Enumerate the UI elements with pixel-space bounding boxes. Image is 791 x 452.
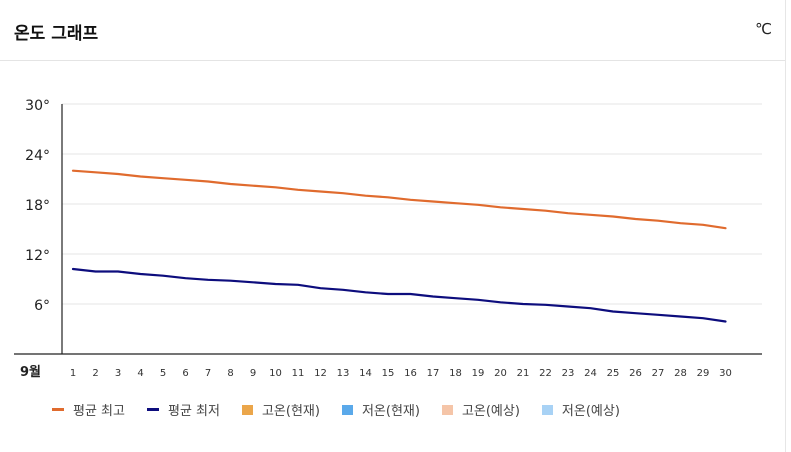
x-tick-label: 13 [337, 368, 350, 379]
legend-item[interactable]: 고온(현재) [241, 400, 320, 419]
legend-swatch [241, 404, 253, 415]
x-tick-label: 9 [250, 368, 256, 379]
legend-item[interactable]: 저온(예상) [541, 400, 620, 419]
series-line-avg-high [71, 169, 727, 230]
x-tick-label: 5 [160, 368, 166, 379]
x-tick-label: 16 [404, 368, 417, 379]
legend-item[interactable]: 저온(현재) [341, 400, 420, 419]
legend-swatch [441, 404, 453, 415]
y-tick-label: 24° [25, 148, 50, 164]
x-tick-label: 17 [427, 368, 440, 379]
legend-label: 고온(현재) [261, 404, 320, 419]
unit-label: ℃ [755, 20, 772, 38]
x-tick-label: 23 [562, 368, 575, 379]
legend-item[interactable]: 고온(예상) [441, 400, 520, 419]
legend-label: 평균 최저 [167, 404, 220, 419]
x-tick-label: 18 [449, 368, 462, 379]
x-tick-label: 1 [70, 368, 76, 379]
legend-label: 평균 최고 [73, 404, 125, 419]
chart-legend: 평균 최고 평균 최저 고온(현재) 저온(현재) 고온(예상) 저온(예상) [52, 400, 642, 419]
panel-header: 온도 그래프 ℃ [0, 0, 785, 61]
x-tick-label: 22 [539, 368, 552, 379]
x-tick-label: 2 [92, 368, 98, 379]
series-line-avg-low [71, 267, 727, 323]
x-tick-label: 21 [517, 368, 530, 379]
x-tick-label: 10 [269, 368, 282, 379]
legend-label: 고온(예상) [461, 404, 520, 419]
legend-swatch [541, 404, 553, 415]
panel-title: 온도 그래프 [14, 24, 99, 44]
x-tick-label: 27 [652, 368, 665, 379]
legend-item[interactable]: 평균 최고 [52, 400, 125, 419]
legend-swatch [146, 408, 159, 411]
month-label: 9월 [20, 364, 41, 380]
x-tick-label: 20 [494, 368, 507, 379]
x-tick-label: 29 [697, 368, 710, 379]
x-tick-label: 30 [719, 368, 732, 379]
legend-label: 저온(예상) [561, 404, 620, 419]
x-tick-label: 24 [584, 368, 597, 379]
x-tick-label: 11 [292, 368, 305, 379]
y-tick-label: 30° [25, 98, 50, 114]
x-tick-label: 19 [472, 368, 485, 379]
y-tick-label: 12° [25, 248, 50, 264]
x-tick-label: 12 [314, 368, 327, 379]
legend-label: 저온(현재) [361, 404, 420, 419]
x-tick-label: 28 [674, 368, 687, 379]
legend-swatch [52, 408, 64, 411]
x-tick-label: 6 [182, 368, 188, 379]
legend-swatch [341, 404, 353, 415]
y-tick-label: 18° [25, 198, 50, 214]
x-tick-label: 14 [359, 368, 372, 379]
x-tick-label: 15 [382, 368, 395, 379]
x-tick-label: 7 [205, 368, 211, 379]
legend-item[interactable]: 평균 최저 [146, 400, 220, 419]
x-tick-label: 26 [629, 368, 642, 379]
y-tick-label: 6° [34, 298, 50, 314]
x-tick-label: 8 [227, 368, 233, 379]
x-tick-label: 4 [137, 368, 143, 379]
x-tick-label: 3 [115, 368, 121, 379]
x-tick-label: 25 [607, 368, 620, 379]
